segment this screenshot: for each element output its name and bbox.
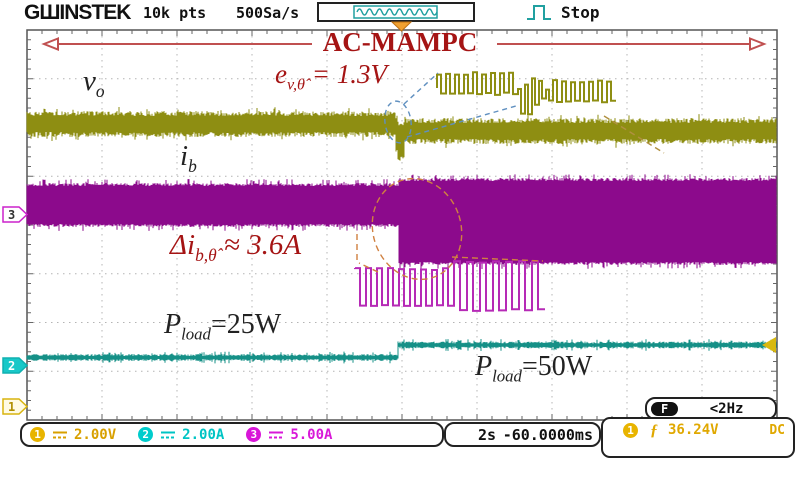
pulse-trigger-icon <box>527 5 551 20</box>
record-length[interactable]: 10k pts <box>143 4 207 22</box>
ib-ripple-inset <box>354 260 545 312</box>
channel-settings-bar[interactable]: 1 2.00V 2 2.00A 3 5.00A <box>20 422 444 447</box>
ch3-settings[interactable]: 3 5.00A <box>246 427 332 443</box>
timebase-value: 2s <box>478 425 497 444</box>
trigger-coupling: DC <box>769 423 785 438</box>
trigger-level-marker <box>762 337 776 353</box>
ch3-scale: 5.00A <box>290 426 333 443</box>
rising-edge-icon: ƒ <box>650 422 658 439</box>
ch2-pload-trace <box>26 339 777 364</box>
sample-rate[interactable]: 500Sa/s <box>236 4 300 22</box>
trigger-settings-box[interactable]: 1 ƒ 36.24V DC <box>601 417 795 458</box>
inset-link-dash <box>603 115 665 154</box>
ch1-dc-coupling-icon <box>52 430 68 440</box>
trigger-level-value: 36.24V <box>668 422 719 438</box>
ch1-badge: 1 <box>30 427 45 442</box>
memory-bar <box>317 2 475 22</box>
ch3-dc-coupling-icon <box>268 430 284 440</box>
timebase-bar[interactable]: 2s -60.0000ms <box>444 422 601 447</box>
grid <box>26 29 778 421</box>
ib-zoom-callout <box>356 177 544 281</box>
svg-text:2: 2 <box>8 359 15 373</box>
trigger-delay-value: -60.0000ms <box>502 425 593 444</box>
trigger-source-badge: 1 <box>623 423 638 438</box>
ch1-settings[interactable]: 1 2.00V <box>30 427 116 443</box>
ch2-badge: 2 <box>138 427 154 442</box>
vo-zoom-callout <box>384 72 517 144</box>
frequency-counter-value: <2Hz <box>709 400 744 417</box>
ch2-scale: 2.00A <box>182 426 225 443</box>
ch1-scale: 2.00V <box>74 426 117 443</box>
ch3-ground-marker[interactable]: 3 <box>2 206 28 223</box>
ch3-badge: 3 <box>246 427 262 442</box>
label-error-voltage: ev,θ̂ = 1.3V <box>275 59 387 94</box>
label-delta-ib: Δib,θ̂ ≈ 3.6A <box>170 229 302 265</box>
ch2-settings[interactable]: 2 2.00A <box>138 427 224 443</box>
label-pload-25: Pload=25W <box>164 309 282 344</box>
svg-text:3: 3 <box>8 208 15 222</box>
run-state[interactable]: Stop <box>561 3 600 22</box>
ch3-ib-trace <box>26 174 777 269</box>
ch2-ground-marker[interactable]: 2 <box>2 357 28 374</box>
brand-logo: GШINSTEK <box>24 1 131 24</box>
annotation-title: AC-MAMPC <box>322 27 478 57</box>
label-vo: vo <box>83 65 105 101</box>
label-pload-50: Pload=50W <box>475 351 593 386</box>
svg-text:1: 1 <box>8 400 15 414</box>
ch1-vo-trace <box>26 107 777 161</box>
vo-ripple-inset <box>436 71 616 116</box>
ch1-ground-marker[interactable]: 1 <box>2 398 28 415</box>
label-ib: ib <box>180 140 197 176</box>
ch2-dc-coupling-icon <box>160 430 176 440</box>
frequency-counter-f: F <box>651 401 679 416</box>
